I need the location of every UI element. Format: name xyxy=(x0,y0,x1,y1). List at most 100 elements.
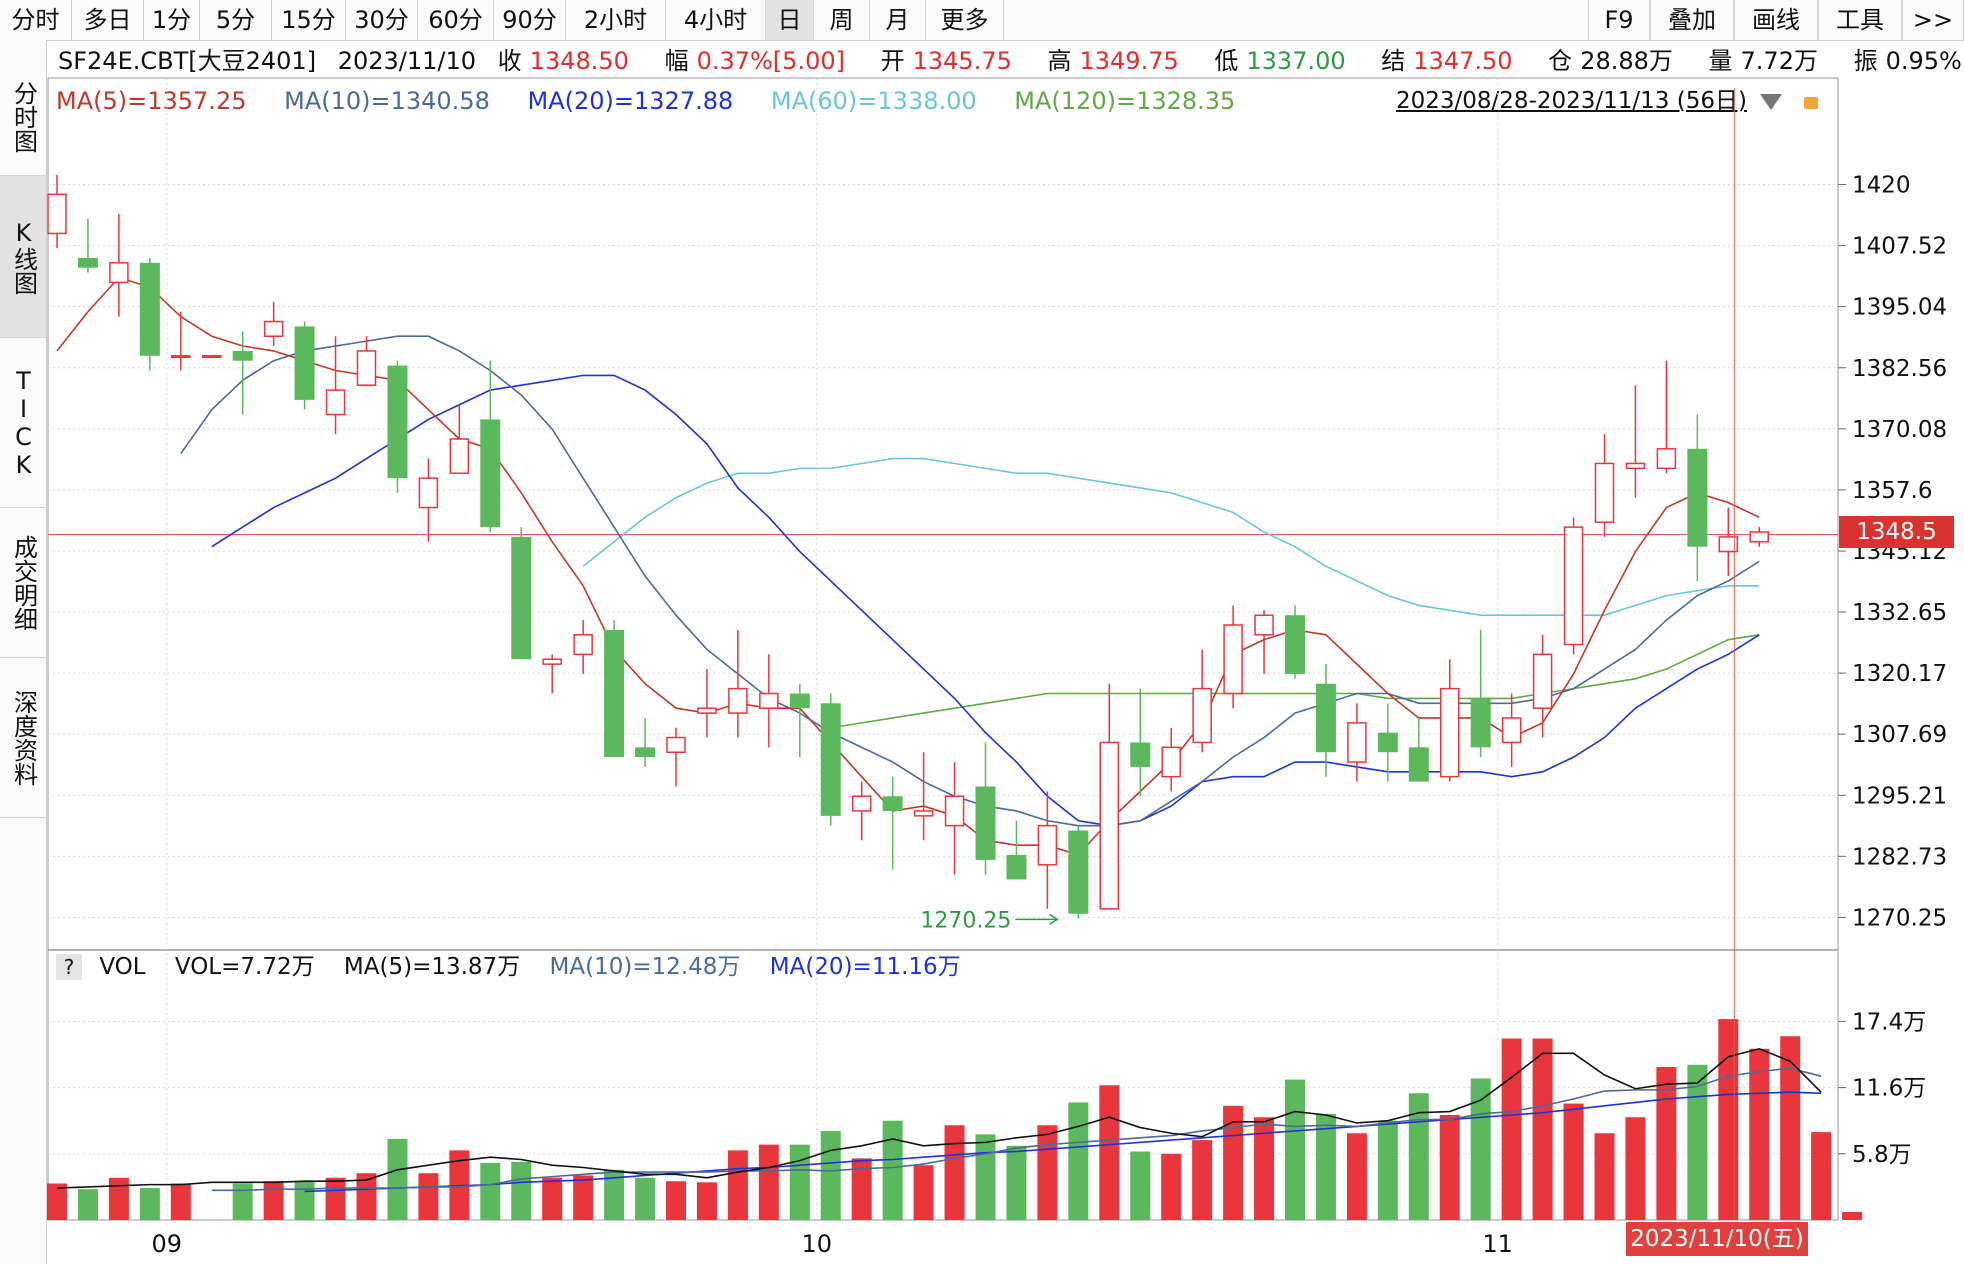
candle-body xyxy=(1223,624,1243,695)
volume-bar xyxy=(325,1177,346,1220)
candle-body xyxy=(1749,531,1769,543)
tool-tab-3[interactable]: 工具 xyxy=(1818,0,1902,40)
volume-bar xyxy=(1099,1085,1120,1220)
volume-bar xyxy=(604,1169,625,1220)
view-tab-3[interactable]: 成交明细 xyxy=(0,508,46,658)
view-tab-2[interactable]: TICK xyxy=(0,338,46,508)
volume-bar xyxy=(789,1144,810,1220)
candle-body xyxy=(171,355,191,359)
vol-ma5-legend: MA(5)=13.87万 xyxy=(343,954,521,980)
tool-tab-2[interactable]: 画线 xyxy=(1734,0,1818,40)
volume-bar xyxy=(1192,1140,1213,1220)
high-label: 高 xyxy=(1047,47,1072,75)
period-tab-0[interactable]: 分时 xyxy=(0,0,72,40)
volume-bar xyxy=(820,1130,841,1220)
volume-bar xyxy=(1130,1151,1151,1220)
price-tick-label: 1407.52 xyxy=(1852,234,1947,260)
date-label: 2023/11/10 xyxy=(337,47,477,75)
candle-body xyxy=(635,747,656,758)
volume-bar xyxy=(1161,1153,1182,1220)
dropdown-triangle-icon xyxy=(1760,94,1782,110)
oi-label: 仓 xyxy=(1548,47,1573,75)
amplitude-label: 振 xyxy=(1853,47,1878,75)
symbol-label[interactable]: SF24E.CBT[大豆2401] xyxy=(58,47,317,75)
volume-bar xyxy=(1780,1036,1801,1220)
tool-tab-4[interactable]: >> xyxy=(1902,0,1964,40)
candle-body xyxy=(542,658,562,665)
period-tab-8[interactable]: 2小时 xyxy=(566,0,666,40)
change-field: 幅 0.37%[5.00] xyxy=(665,47,859,75)
tool-tab-0[interactable]: F9 xyxy=(1588,0,1650,40)
ma10-legend[interactable]: MA(10)=1340.58 xyxy=(284,87,490,115)
volume-tick-label: 11.6万 xyxy=(1852,1076,1926,1102)
volume-bar xyxy=(696,1182,717,1220)
candle-body xyxy=(77,257,98,268)
price-tick-label: 1320.17 xyxy=(1852,661,1947,687)
price-tick-label: 1420 xyxy=(1852,173,1911,199)
tool-tab-1[interactable]: 叠加 xyxy=(1650,0,1734,40)
candle-body xyxy=(759,692,779,709)
close-value: 1348.50 xyxy=(529,47,629,75)
low-annotation-label: 1270.25 xyxy=(920,908,1011,933)
view-tab-4[interactable]: 深度资料 xyxy=(0,658,46,818)
period-tab-1[interactable]: 多日 xyxy=(72,0,144,40)
volume-bar xyxy=(1439,1114,1460,1220)
volume-bar xyxy=(1749,1048,1770,1220)
view-tab-0[interactable]: 分时图 xyxy=(0,58,46,176)
high-field: 高 1349.75 xyxy=(1048,47,1193,75)
price-tick-label: 1357.6 xyxy=(1852,478,1932,504)
amplitude-field: 振 0.95% xyxy=(1854,47,1964,75)
change-label: 幅 xyxy=(664,47,689,75)
candle-body xyxy=(202,355,222,359)
cursor-date-badge: 2023/11/10(五) xyxy=(1626,1222,1808,1256)
view-tab-1[interactable]: K线图 xyxy=(0,176,46,338)
ma120-legend[interactable]: MA(120)=1328.35 xyxy=(1014,87,1236,115)
volume-bar xyxy=(1315,1113,1336,1220)
date-range-selector[interactable]: 2023/08/28-2023/11/13 (56日) xyxy=(1396,88,1747,114)
period-tab-11[interactable]: 周 xyxy=(814,0,870,40)
open-value: 1345.75 xyxy=(912,47,1012,75)
period-tab-12[interactable]: 月 xyxy=(870,0,926,40)
volume-bar xyxy=(1346,1133,1367,1220)
volume-bar xyxy=(1594,1133,1615,1220)
time-axis-label: 11 xyxy=(1482,1230,1513,1258)
volume-field: 量 7.72万 xyxy=(1709,47,1832,75)
volume-bar xyxy=(1532,1038,1553,1220)
vol-indicator-name[interactable]: VOL xyxy=(99,954,146,980)
period-tab-6[interactable]: 60分 xyxy=(418,0,494,40)
candle-body xyxy=(1068,830,1089,914)
period-tab-3[interactable]: 5分 xyxy=(200,0,272,40)
candle-body xyxy=(1037,824,1058,866)
low-label: 低 xyxy=(1214,47,1239,75)
period-tab-5[interactable]: 30分 xyxy=(346,0,418,40)
period-tab-7[interactable]: 90分 xyxy=(494,0,566,40)
ma10-line xyxy=(180,335,1760,827)
price-tick-label: 1395.04 xyxy=(1852,295,1947,321)
volume-bar xyxy=(139,1188,160,1220)
volume-bar xyxy=(573,1175,594,1220)
candle-body xyxy=(1408,747,1429,782)
candle-body xyxy=(139,262,160,356)
period-tab-13[interactable]: 更多 xyxy=(926,0,1004,40)
help-icon[interactable]: ? xyxy=(56,954,82,980)
period-tab-9[interactable]: 4小时 xyxy=(666,0,766,40)
volume-bar xyxy=(170,1183,191,1220)
volume-tick-label: 17.4万 xyxy=(1852,1009,1926,1035)
period-tab-2[interactable]: 1分 xyxy=(144,0,200,40)
volume-bar xyxy=(1006,1145,1027,1220)
candle-body xyxy=(1347,722,1367,763)
open-label: 开 xyxy=(880,47,905,75)
candle-body xyxy=(325,389,346,416)
volume-bar xyxy=(1285,1079,1305,1220)
ma120-line xyxy=(830,633,1760,729)
candle-body xyxy=(480,419,501,528)
period-tab-10[interactable]: 日 xyxy=(766,0,814,40)
volume-bar xyxy=(294,1181,315,1220)
ma60-legend[interactable]: MA(60)=1338.00 xyxy=(770,87,977,115)
period-tab-4[interactable]: 15分 xyxy=(272,0,346,40)
ma20-legend[interactable]: MA(20)=1327.88 xyxy=(527,87,734,115)
ma5-legend[interactable]: MA(5)=1357.25 xyxy=(56,87,247,115)
candle-body xyxy=(1006,855,1027,880)
candle-body xyxy=(1254,614,1274,636)
